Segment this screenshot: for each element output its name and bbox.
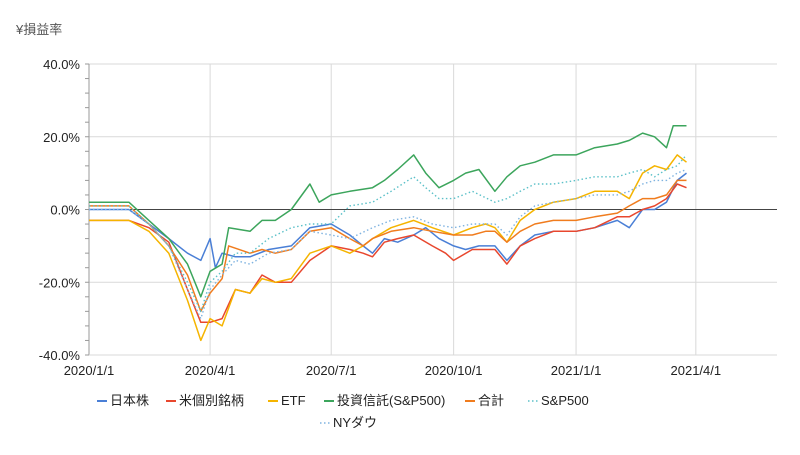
x-tick-label: 2020/4/1: [185, 363, 236, 378]
series-line-6: [89, 168, 687, 320]
y-tick-label: -20.0%: [39, 275, 81, 290]
legend-label: ETF: [281, 393, 306, 408]
series-line-0: [89, 172, 687, 269]
x-tick-label: 2020/7/1: [306, 363, 357, 378]
legend-label: NYダウ: [333, 415, 377, 430]
series-line-3: [89, 125, 687, 298]
y-tick-label: -40.0%: [39, 348, 81, 363]
series-line-4: [89, 179, 687, 313]
x-tick-label: 2020/1/1: [64, 363, 115, 378]
legend-item-0: 日本株: [97, 393, 149, 408]
legend-label: S&P500: [541, 393, 589, 408]
legend-label: 投資信託(S&P500): [337, 393, 445, 408]
series-line-2: [89, 154, 687, 342]
legend-label: 合計: [478, 393, 504, 408]
series-line-1: [89, 183, 687, 324]
legend-item-3: 投資信託(S&P500): [324, 393, 445, 408]
series-lines: [89, 125, 688, 342]
y-axis-label: ¥損益率: [15, 22, 62, 37]
x-tick-label: 2021/1/1: [551, 363, 602, 378]
legend-item-5: S&P500: [528, 393, 589, 408]
x-tick-label: 2020/10/1: [425, 363, 483, 378]
y-tick-label: 20.0%: [43, 130, 80, 145]
legend-label: 日本株: [110, 393, 149, 408]
legend-label: 米個別銘柄: [179, 393, 244, 408]
axes: 40.0% 20.0% 0.0% -20.0% -40.0%2020/1/1 2020/4…: [39, 57, 777, 378]
y-tick-label: 0.0%: [50, 203, 80, 218]
legend-item-2: ETF: [268, 393, 306, 408]
y-tick-label: 40.0%: [43, 57, 80, 72]
legend-item-6: NYダウ: [320, 415, 377, 430]
legend-item-4: 合計: [465, 393, 504, 408]
legend-item-1: 米個別銘柄: [166, 393, 244, 408]
x-tick-label: 2021/4/1: [671, 363, 722, 378]
legend: 日本株 米個別銘柄 ETF 投資信託(S&P500) 合計 S&P500 NYダウ: [97, 393, 589, 430]
